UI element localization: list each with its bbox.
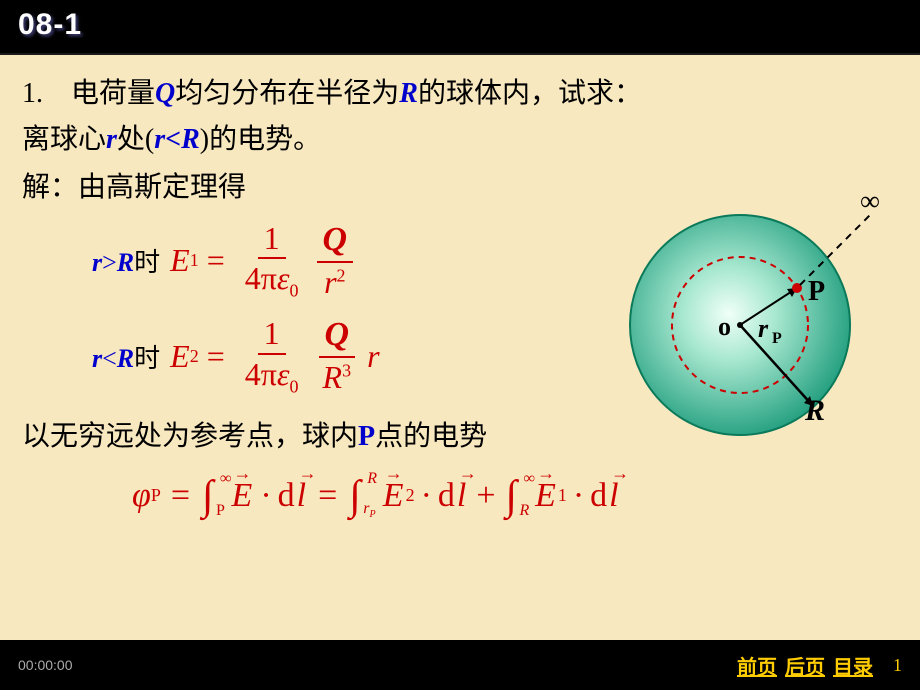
label-rP: r [758,314,769,343]
svg-text:P: P [772,330,782,347]
prev-link[interactable]: 前页 [737,651,777,680]
condition-1: r>R时 [92,242,160,279]
slide-number: 08-1 [18,8,82,41]
var-Q: Q [155,78,175,109]
label-infinity: ∞ [860,186,880,217]
sphere-diagram: o r P P R ∞ [610,175,890,455]
var-R: R [399,78,418,109]
relation: r<R [154,124,200,155]
problem-line-2: 离球心r处(r<R)的电势。 [22,119,898,161]
slide-header: 08-1 [0,0,920,55]
point-P: P [358,421,375,452]
final-equation: φP = ∫∞P →E · d→l = ∫RrP →E2 · d→l + ∫∞R… [132,472,898,520]
condition-2: r<R时 [92,338,160,375]
text: 处( [117,124,154,155]
page-number: 1 [893,655,902,676]
text: 1. 电荷量 [22,78,155,109]
label-R: R [804,394,825,427]
text: 的球体内，试求： [418,78,642,109]
nav-links: 前页 后页 目录 1 [737,651,902,680]
equation-2: E2 = 1 4πε0 Q R3 r [170,314,379,397]
timestamp: 00:00:00 [18,657,73,673]
text: 点的电势 [375,421,487,452]
text: 离球心 [22,124,106,155]
text: 均匀分布在半径为 [175,78,399,109]
next-link[interactable]: 后页 [785,651,825,680]
label-P: P [808,276,825,307]
label-o: o [718,312,731,341]
text: 以无穷远处为参考点，球内 [22,421,358,452]
slide-footer: 00:00:00 前页 后页 目录 1 [0,640,920,690]
text: )的电势。 [200,124,321,155]
problem-line-1: 1. 电荷量Q均匀分布在半径为R的球体内，试求： [22,73,898,115]
sphere-svg: o r P P R ∞ [610,175,890,455]
toc-link[interactable]: 目录 [833,651,873,680]
equation-1: E1 = 1 4πε0 Q r2 [170,219,359,302]
var-r: r [106,124,117,155]
slide-content: 1. 电荷量Q均匀分布在半径为R的球体内，试求： 离球心r处(r<R)的电势。 … [0,55,920,640]
